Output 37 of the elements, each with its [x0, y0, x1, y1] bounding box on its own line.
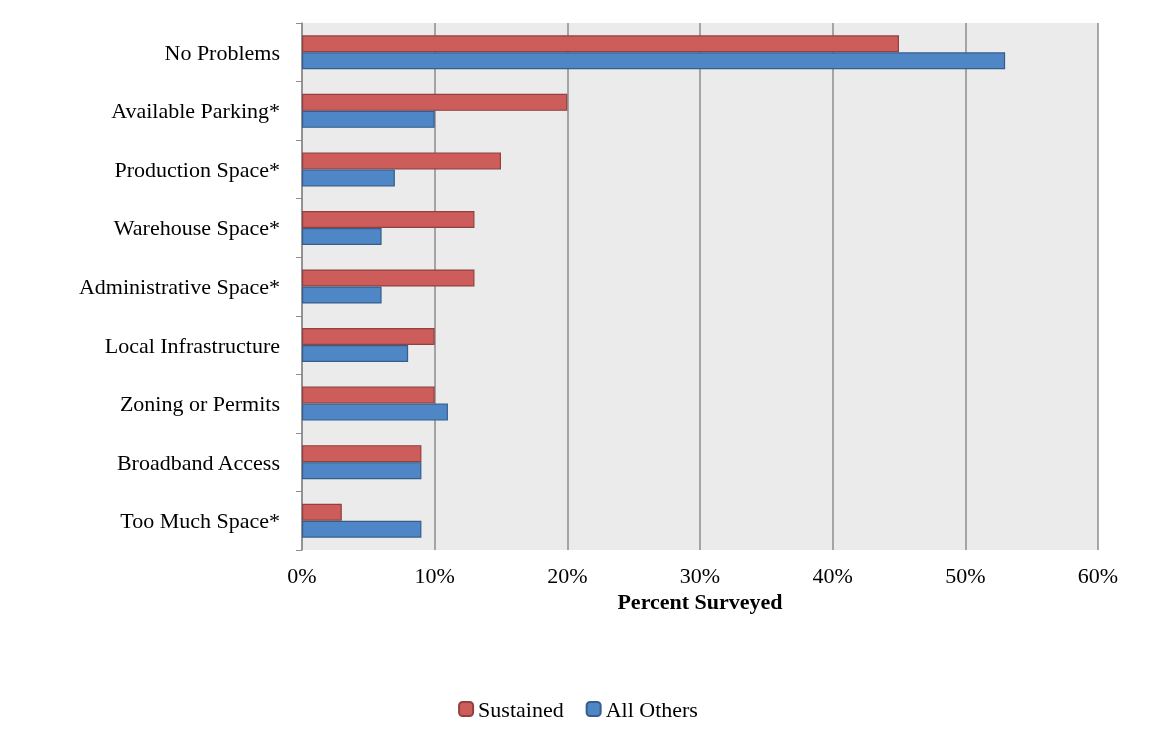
legend-label: Sustained	[478, 696, 564, 722]
y-tick-label: No Problems	[164, 39, 280, 65]
x-tick-label: 0%	[287, 562, 317, 588]
bar	[302, 152, 501, 170]
bar	[302, 345, 409, 363]
bar	[302, 93, 568, 111]
y-tick-label: Local Infrastructure	[104, 332, 280, 358]
x-tick-label: 30%	[679, 562, 721, 588]
x-tick-label: 10%	[414, 562, 455, 588]
bar	[302, 52, 1006, 70]
bar	[302, 503, 342, 521]
bar	[302, 286, 382, 304]
y-tick-label: Too Much Space*	[120, 508, 280, 534]
y-tick-label: Warehouse Space*	[113, 215, 280, 241]
bar	[302, 445, 422, 463]
x-axis-title: Percent Surveyed	[617, 589, 783, 615]
bar	[302, 269, 475, 287]
bar	[302, 520, 422, 538]
x-tick-label: 20%	[547, 562, 588, 588]
x-tick-label: 40%	[812, 562, 853, 588]
y-tick-label: Administrative Space*	[78, 274, 280, 299]
bar	[302, 169, 395, 187]
y-tick-label: Broadband Access	[116, 449, 280, 475]
y-tick-label: Available Parking*	[111, 98, 280, 124]
bar	[302, 328, 435, 346]
bar	[302, 403, 448, 421]
bar	[302, 35, 899, 53]
bar	[302, 462, 422, 480]
legend-label: All Others	[605, 696, 698, 722]
bar	[302, 386, 435, 404]
bar	[302, 210, 475, 228]
y-tick-label: Production Space*	[114, 156, 280, 182]
x-tick-label: 60%	[1077, 562, 1119, 588]
x-tick-label: 50%	[945, 562, 986, 588]
bar	[302, 110, 435, 128]
bar	[302, 227, 382, 245]
y-tick-label: Zoning or Permits	[119, 391, 280, 417]
